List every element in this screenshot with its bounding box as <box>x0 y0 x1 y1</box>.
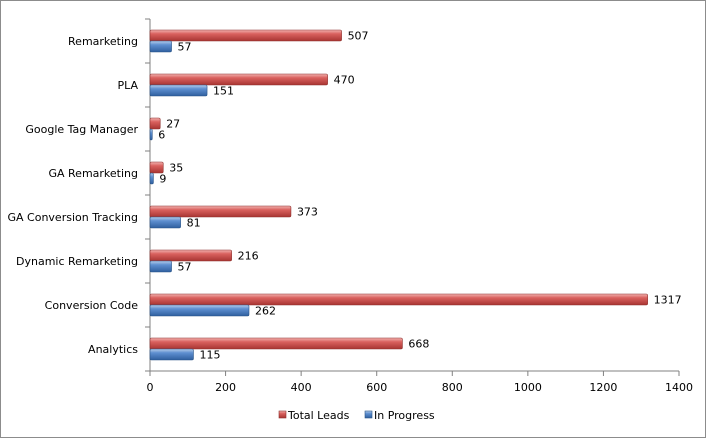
legend-label: In Progress <box>374 409 435 422</box>
bar-total-leads <box>149 117 161 130</box>
bar-total-leads <box>149 73 328 86</box>
bar-total-leads <box>149 205 292 218</box>
bar-in-progress <box>149 304 250 317</box>
category-label: Dynamic Remarketing <box>16 255 138 268</box>
bar-total-leads <box>149 293 648 306</box>
x-tick-label: 400 <box>291 381 312 394</box>
bar-total-leads <box>149 29 342 42</box>
category-label: PLA <box>117 79 138 92</box>
bar-in-progress <box>149 172 154 185</box>
x-tick-label: 1200 <box>589 381 617 394</box>
category-label: Remarketing <box>68 35 138 48</box>
x-tick-label: 1000 <box>514 381 542 394</box>
legend: Total Leads In Progress <box>278 409 435 422</box>
x-tick-label: 600 <box>366 381 387 394</box>
bar-total-leads <box>149 337 403 350</box>
data-label: 57 <box>178 41 192 54</box>
legend-swatch-in-progress <box>364 410 373 419</box>
bar-total-leads <box>149 161 164 174</box>
data-label: 81 <box>187 217 201 230</box>
legend-label: Total Leads <box>287 409 350 422</box>
data-label: 27 <box>166 118 180 131</box>
category-label: GA Conversion Tracking <box>7 211 138 224</box>
data-label: 507 <box>348 30 369 43</box>
bar-total-leads <box>149 249 232 262</box>
bar-in-progress <box>149 128 153 141</box>
bar-in-progress <box>149 40 172 53</box>
data-label: 1317 <box>654 294 682 307</box>
x-tick-label: 800 <box>442 381 463 394</box>
data-label: 57 <box>178 261 192 274</box>
bar-in-progress <box>149 84 208 97</box>
x-tick-label: 1400 <box>665 381 693 394</box>
legend-swatch-total-leads <box>278 410 287 419</box>
bars <box>149 29 648 361</box>
data-label: 373 <box>297 206 318 219</box>
category-label: GA Remarketing <box>48 167 138 180</box>
data-labels: 507 57 470 151 276 359 373 81 216 57 1317 262 668 115 <box>158 30 681 362</box>
data-label: 216 <box>238 250 259 263</box>
data-label: 151 <box>213 85 234 98</box>
category-label: Analytics <box>88 343 138 356</box>
data-label: 668 <box>408 338 429 351</box>
data-label: 9 <box>159 173 166 186</box>
axes <box>149 19 679 372</box>
data-label: 6 <box>158 129 165 142</box>
category-label: Conversion Code <box>45 299 139 312</box>
bar-in-progress <box>149 348 194 361</box>
category-labels: Remarketing PLA Google Tag Manager GA Remar… <box>7 35 138 356</box>
data-label: 470 <box>334 74 355 87</box>
category-label: Google Tag Manager <box>25 123 138 136</box>
data-label: 115 <box>199 349 220 362</box>
x-tick-label: 0 <box>147 381 154 394</box>
x-ticks: 0 200 400 600 800 1000 1200 1400 <box>145 18 693 394</box>
data-label: 35 <box>169 162 183 175</box>
x-tick-label: 200 <box>215 381 236 394</box>
data-label: 262 <box>255 305 276 318</box>
bar-in-progress <box>149 216 181 229</box>
bar-in-progress <box>149 260 172 273</box>
